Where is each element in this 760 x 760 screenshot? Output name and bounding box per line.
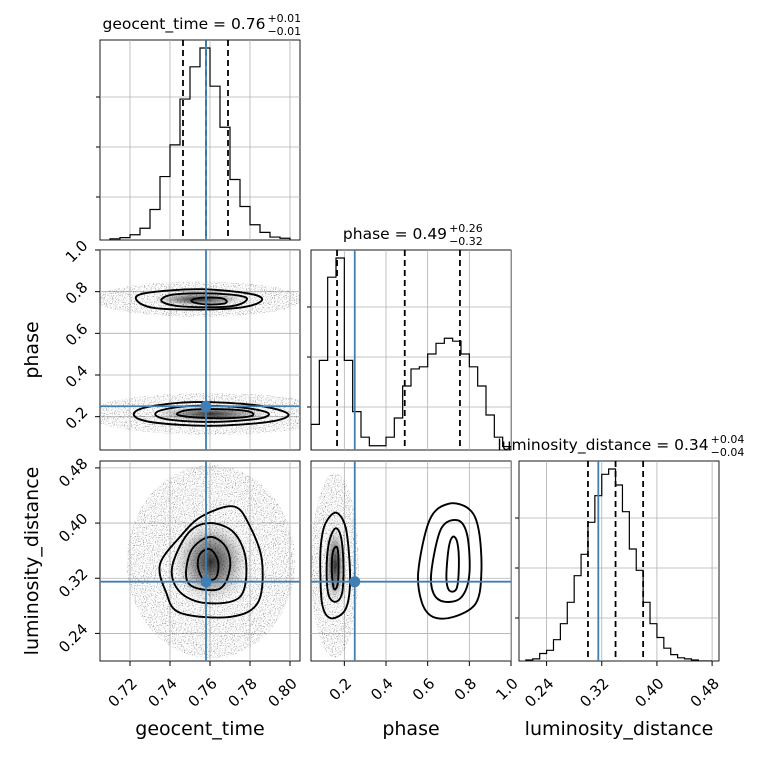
- xtick-label: 0.72: [104, 674, 140, 710]
- title-text: luminosity_distance = 0.34: [497, 436, 708, 455]
- contour-level-0: [134, 288, 264, 311]
- xaxis-label-luminosity_distance: luminosity_distance: [525, 718, 714, 740]
- title-text: phase = 0.49: [343, 225, 447, 243]
- panel-luminosity_distance-vs-geocent_time: [100, 461, 300, 661]
- contour-level-5: [445, 535, 460, 593]
- panel-frame-luminosity_distance-luminosity_distance: [518, 460, 720, 662]
- contour-level-3: [132, 401, 290, 427]
- xtick-label: 1.0: [492, 674, 522, 704]
- panel-geocent_time-vs-geocent_time: [100, 40, 300, 240]
- contour-level-3: [417, 502, 483, 620]
- xtick-label: 0.24: [521, 674, 557, 710]
- ytick-label: 0.2: [62, 403, 92, 433]
- density-shading: [324, 525, 346, 606]
- title-plus: +0.01: [267, 12, 301, 25]
- contour-level-2: [190, 296, 228, 306]
- xaxis-label-geocent_time: geocent_time: [135, 718, 264, 740]
- ytick-label: 1.0: [62, 237, 92, 267]
- contour-level-5: [175, 408, 255, 420]
- yaxis-label-phase: phase: [21, 321, 43, 378]
- histogram-geocent_time: [109, 47, 291, 240]
- contour-level-1: [160, 292, 248, 309]
- xtick-label: 0.4: [367, 674, 397, 704]
- panel-phase-vs-phase: [311, 250, 511, 450]
- contour-level-2: [330, 545, 340, 591]
- contour-level-1: [325, 527, 345, 603]
- contour-level-4: [154, 404, 270, 423]
- title-minus: −0.04: [711, 446, 745, 459]
- title-plus: +0.04: [711, 433, 745, 446]
- title-luminosity_distance: luminosity_distance = 0.34 +0.04−0.04: [497, 433, 744, 459]
- xtick-label: 0.76: [184, 674, 220, 710]
- contour-level-0: [158, 505, 264, 619]
- title-phase: phase = 0.49 +0.26−0.32: [343, 222, 483, 248]
- xtick-label: 0.78: [224, 674, 260, 710]
- truth-marker: [200, 576, 212, 588]
- xtick-label: 0.32: [576, 674, 612, 710]
- yaxis-label-luminosity_distance: luminosity_distance: [21, 467, 43, 656]
- histogram-phase: [311, 257, 511, 450]
- xtick-label: 0.74: [144, 674, 180, 710]
- contour-level-4: [429, 518, 471, 603]
- title-minus: −0.32: [449, 235, 483, 248]
- truth-marker: [349, 576, 361, 588]
- panel-frame-phase-phase: [310, 249, 512, 451]
- contour-level-2: [185, 535, 232, 592]
- xaxis-label-phase: phase: [382, 718, 439, 740]
- xtick-label: 0.8: [451, 674, 481, 704]
- title-text: geocent_time = 0.76: [103, 15, 266, 34]
- xtick-label: 0.48: [687, 674, 723, 710]
- xtick-label: 0.6: [409, 674, 439, 704]
- xtick-label: 0.2: [326, 674, 356, 704]
- panel-luminosity_distance-vs-phase: [311, 461, 511, 661]
- title-geocent_time: geocent_time = 0.76 +0.01−0.01: [103, 12, 302, 38]
- xtick-label: 0.40: [631, 674, 667, 710]
- ytick-label: 0.32: [55, 565, 91, 601]
- ytick-label: 0.6: [62, 320, 92, 350]
- title-minus: −0.01: [267, 25, 301, 38]
- panel-phase-vs-geocent_time: [100, 250, 300, 450]
- contour-level-0: [319, 511, 352, 620]
- panel-frame-geocent_time-geocent_time: [99, 39, 301, 241]
- ytick-label: 0.8: [62, 278, 92, 308]
- ytick-label: 0.40: [55, 510, 91, 546]
- contour-level-1: [170, 522, 248, 605]
- ytick-label: 0.24: [55, 620, 91, 656]
- truth-marker: [200, 400, 212, 412]
- title-plus: +0.26: [449, 222, 483, 235]
- ytick-label: 0.4: [62, 362, 92, 392]
- xtick-label: 0.80: [264, 674, 300, 710]
- ytick-label: 0.48: [55, 454, 91, 490]
- panel-luminosity_distance-vs-luminosity_distance: [519, 461, 719, 661]
